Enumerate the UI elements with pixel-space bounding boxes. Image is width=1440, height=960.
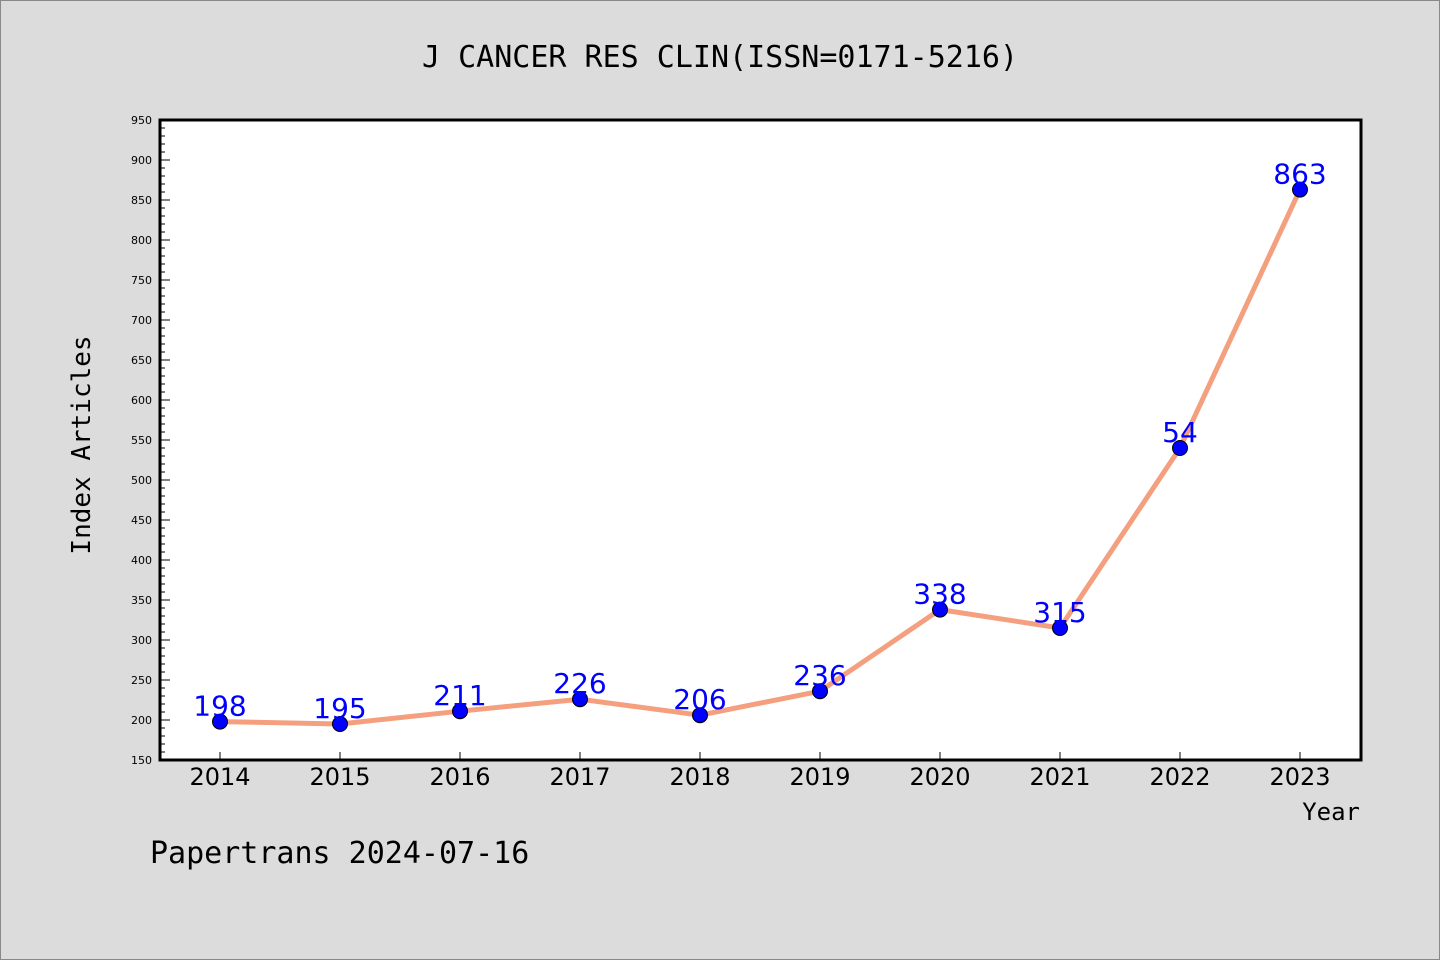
y-tick-label: 350 <box>131 594 152 607</box>
data-point <box>452 703 468 720</box>
y-tick-label: 500 <box>131 474 152 487</box>
data-point <box>332 716 348 732</box>
plot-area <box>158 118 1363 762</box>
x-tick-label: 2015 <box>309 763 370 791</box>
series-layer: 198 195 211 226 206 236 338 315 54 863 <box>193 158 1327 732</box>
x-tick-label: 2016 <box>429 763 490 791</box>
x-tick-label: 2022 <box>1149 763 1210 791</box>
y-tick-label: 250 <box>131 674 152 687</box>
y-tick-label: 600 <box>131 394 152 407</box>
x-tick-label: 2017 <box>549 763 610 791</box>
y-tick-label: 400 <box>131 554 152 567</box>
data-point <box>932 601 948 618</box>
y-tick-label: 300 <box>131 634 152 647</box>
y-tick-label: 950 <box>131 114 152 127</box>
data-point <box>1292 181 1308 198</box>
footer-watermark: Papertrans 2024-07-16 <box>150 836 529 871</box>
data-point <box>692 707 708 724</box>
data-point <box>1052 620 1068 636</box>
x-tick-label: 2020 <box>909 763 970 791</box>
x-tick-label: 2014 <box>189 763 250 791</box>
data-label: 195 <box>313 692 366 725</box>
data-point <box>212 713 228 730</box>
x-tick-label: 2018 <box>669 763 730 791</box>
y-tick-label: 650 <box>131 354 152 367</box>
y-tick-label: 550 <box>131 434 152 447</box>
data-label: 315 <box>1033 596 1086 629</box>
x-axis: 2014 2015 2016 2017 2018 2019 2020 2021 2022 2023 <box>189 752 1331 791</box>
y-axis: 150 200 250 300 350 400 450 500 550 600 650 700 750 8… <box>131 114 170 767</box>
data-label: 338 <box>913 578 966 611</box>
y-tick-label: 700 <box>131 314 152 327</box>
data-label: 236 <box>793 659 846 692</box>
chart-title: J CANCER RES CLIN(ISSN=0171-5216) <box>422 40 1018 75</box>
y-tick-label: 800 <box>131 234 152 247</box>
y-tick-label: 750 <box>131 274 152 287</box>
data-label: 211 <box>433 679 486 712</box>
data-label: 226 <box>553 667 606 700</box>
x-tick-label: 2023 <box>1269 763 1330 791</box>
y-tick-label: 450 <box>131 514 152 527</box>
y-axis-label: Index Articles <box>67 335 97 554</box>
y-tick-label: 900 <box>131 154 152 167</box>
data-point <box>1172 440 1188 456</box>
data-label: 206 <box>673 683 726 716</box>
series-line <box>217 187 1303 727</box>
x-tick-label: 2019 <box>789 763 850 791</box>
y-tick-label: 150 <box>131 754 152 767</box>
data-point <box>812 683 828 700</box>
x-tick-label: 2021 <box>1029 763 1090 791</box>
data-point <box>572 691 588 708</box>
y-tick-label: 850 <box>131 194 152 207</box>
data-label: 54 <box>1162 416 1198 449</box>
x-axis-label: Year <box>1302 798 1360 826</box>
data-label: 863 <box>1273 158 1326 191</box>
y-tick-label: 200 <box>131 714 152 727</box>
data-label: 198 <box>193 690 246 723</box>
